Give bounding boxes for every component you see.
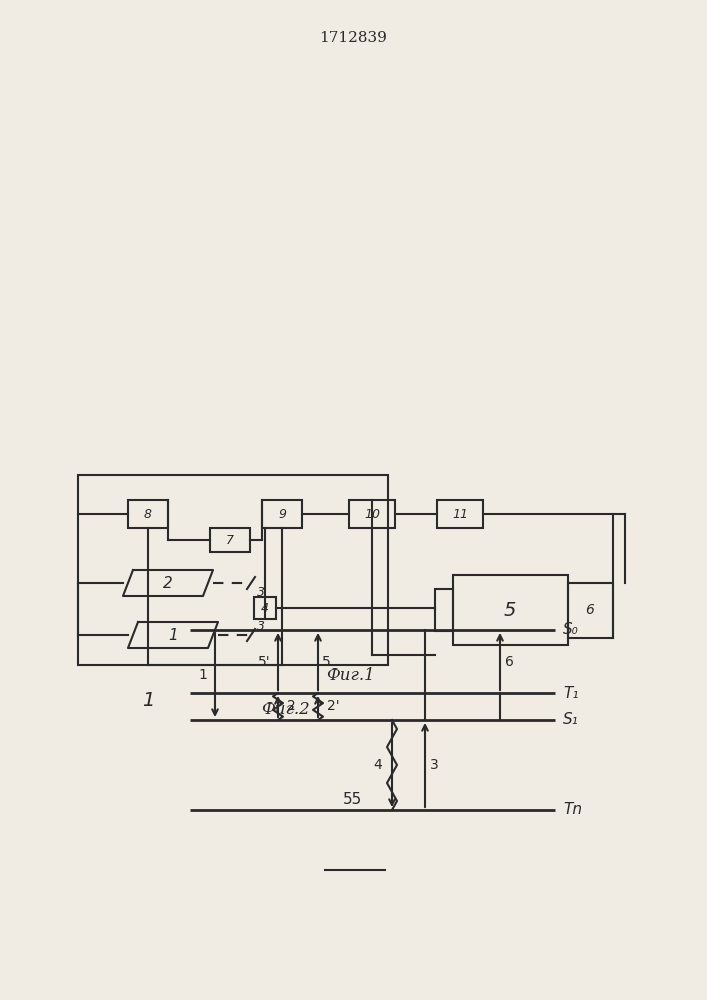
Text: 1: 1 — [199, 668, 207, 682]
Text: Фиг.1: Фиг.1 — [326, 666, 375, 684]
Bar — [349, 500, 395, 528]
Bar — [262, 500, 302, 528]
Text: 4: 4 — [373, 758, 382, 772]
Text: Тn: Тn — [563, 802, 582, 818]
Bar — [437, 500, 483, 528]
Bar — [254, 597, 276, 619]
Text: 5': 5' — [258, 654, 271, 668]
Text: 1: 1 — [168, 628, 178, 643]
Bar — [78, 475, 388, 665]
Text: 1712839: 1712839 — [319, 31, 387, 45]
Text: S₁: S₁ — [563, 712, 579, 728]
Text: 9: 9 — [278, 508, 286, 520]
Bar — [568, 582, 612, 638]
Text: Фиг.2: Фиг.2 — [261, 702, 310, 718]
Text: 6: 6 — [585, 603, 595, 617]
Text: 2: 2 — [163, 576, 173, 590]
Text: 55: 55 — [344, 792, 363, 808]
Text: 5: 5 — [322, 654, 331, 668]
Text: T₁: T₁ — [563, 686, 578, 700]
Text: 3: 3 — [430, 758, 439, 772]
Text: 3: 3 — [257, 619, 265, 633]
Text: 10: 10 — [364, 508, 380, 520]
Text: 1: 1 — [142, 690, 154, 710]
Bar — [210, 528, 250, 552]
Bar — [452, 575, 568, 645]
Bar — [435, 589, 452, 631]
Bar — [128, 500, 168, 528]
Text: 5: 5 — [504, 600, 516, 619]
Text: 11: 11 — [452, 508, 468, 520]
Text: 8: 8 — [144, 508, 152, 520]
Text: 2': 2' — [327, 700, 339, 714]
Text: 6: 6 — [505, 654, 514, 668]
Text: 4: 4 — [261, 601, 269, 614]
Text: 2: 2 — [287, 700, 296, 714]
Text: 7: 7 — [226, 534, 234, 546]
Text: S₀: S₀ — [563, 622, 579, 638]
Text: 3: 3 — [257, 585, 265, 598]
